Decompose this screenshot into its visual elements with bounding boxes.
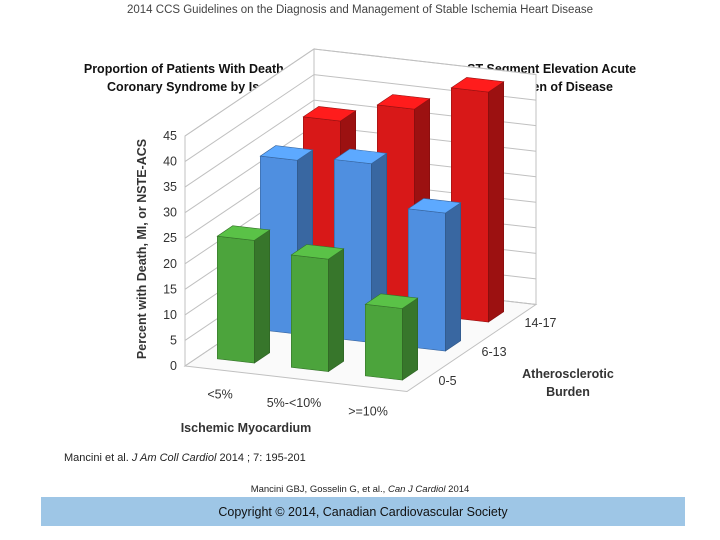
depth-axis-ticks: 0-5 6-13 14-17 — [439, 316, 557, 388]
y-tick-label: 20 — [163, 257, 177, 271]
x-axis-label: Ischemic Myocardium — [181, 421, 312, 435]
bar — [216, 225, 271, 364]
citation-1: Mancini et al. J Am Coll Cardiol 2014 ; … — [64, 452, 306, 464]
y-tick-label: 25 — [163, 231, 177, 245]
citation-1-suffix: 2014 ; 7: 195-201 — [216, 452, 306, 464]
gridline — [184, 48, 537, 137]
x-axis-ticks: <5% 5%-<10% >=10% — [207, 387, 388, 418]
chart-bars — [216, 77, 505, 381]
bar-side-face — [327, 248, 345, 373]
x-tick-label: <5% — [207, 387, 232, 401]
citation-1-prefix: Mancini et al. — [64, 452, 132, 464]
bar-top-face — [333, 148, 388, 165]
bar-top-face — [259, 145, 314, 161]
x-tick-label: 5%-<10% — [267, 396, 322, 410]
bar — [364, 293, 419, 381]
bar-side-face — [401, 297, 419, 381]
depth-tick-label: 0-5 — [439, 374, 457, 388]
y-axis-label: Percent with Death, MI, or NSTE-ACS — [135, 139, 149, 359]
citation-2-prefix: Mancini GBJ, Gosselin G, et al., — [250, 484, 388, 495]
slide-header: 2014 CCS Guidelines on the Diagnosis and… — [126, 4, 593, 16]
bar-top-face — [450, 77, 505, 93]
citation-2-journal: Can J Cardiol — [387, 484, 446, 495]
x-tick-label: >=10% — [348, 404, 388, 418]
depth-tick-label: 6-13 — [482, 345, 507, 359]
bar-front-face — [290, 254, 329, 372]
depth-tick-label: 14-17 — [525, 316, 557, 330]
y-tick-label: 10 — [163, 308, 177, 322]
bar-top-face — [376, 94, 431, 110]
bar-front-face — [364, 303, 403, 381]
bar-top-face — [216, 225, 271, 241]
bar-top-face — [302, 106, 357, 122]
bar — [290, 244, 345, 373]
bar-front-face — [217, 235, 255, 364]
bar-top-face — [290, 244, 345, 260]
y-tick-label: 40 — [163, 155, 177, 169]
bar-side-face — [254, 229, 271, 364]
y-axis-ticks: 0 5 10 15 20 25 30 35 40 45 — [163, 129, 177, 373]
depth-axis-label-line-1: Atherosclerotic — [522, 367, 614, 381]
y-tick-label: 5 — [170, 333, 177, 347]
y-tick-label: 30 — [163, 206, 177, 220]
citation-2: Mancini GBJ, Gosselin G, et al., Can J C… — [0, 484, 720, 495]
bar-side-face — [487, 81, 505, 323]
citation-1-journal: J Am Coll Cardiol — [131, 452, 217, 464]
y-tick-label: 45 — [163, 129, 177, 143]
bar-top-face — [364, 293, 419, 309]
citation-2-suffix: 2014 — [445, 484, 470, 495]
bar-side-face — [444, 202, 462, 352]
y-tick-label: 15 — [163, 282, 177, 296]
bar-top-face — [407, 198, 462, 214]
y-tick-label: 0 — [170, 359, 177, 373]
depth-axis-label-line-2: Burden — [546, 385, 590, 399]
copyright-banner: Copyright © 2014, Canadian Cardiovascula… — [41, 497, 685, 526]
y-tick-label: 35 — [163, 180, 177, 194]
